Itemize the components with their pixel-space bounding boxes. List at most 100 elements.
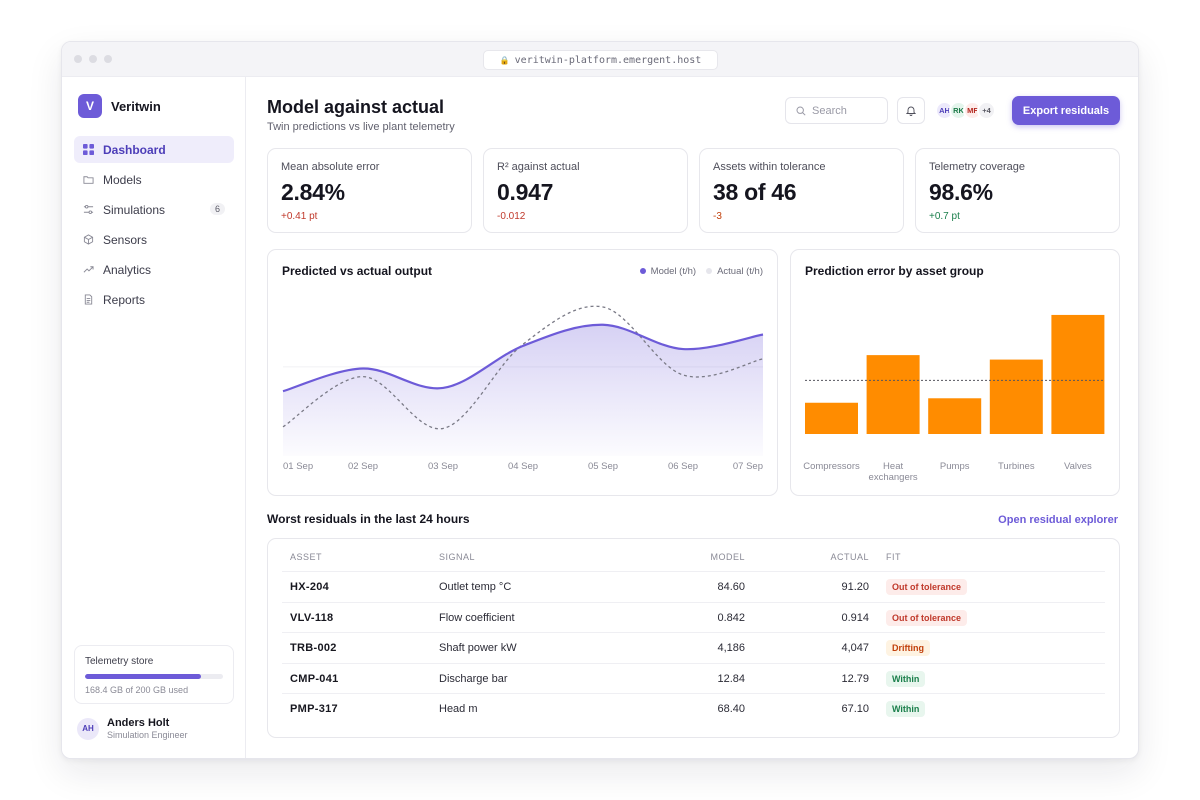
export-residuals-button[interactable]: Export residuals xyxy=(1012,96,1120,125)
user-profile[interactable]: AH Anders Holt Simulation Engineer xyxy=(77,717,188,740)
table-row[interactable]: CMP-041 Discharge bar 12.84 12.79 Within xyxy=(282,662,1105,694)
avatar: AH xyxy=(77,717,99,740)
model-value: 4,186 xyxy=(717,642,745,655)
search-input[interactable]: Search xyxy=(785,97,888,124)
address-bar[interactable]: 🔒 veritwin-platform.emergent.host xyxy=(483,50,718,70)
page-subtitle: Twin predictions vs live plant telemetry xyxy=(267,121,455,133)
notifications-button[interactable] xyxy=(897,97,925,124)
x-tick-label: 01 Sep xyxy=(283,461,313,472)
lock-icon: 🔒 xyxy=(499,55,510,65)
sidebar-item-sensors[interactable]: Sensors xyxy=(74,226,234,253)
bar[interactable] xyxy=(1051,314,1105,434)
column-header-actual[interactable]: ACTUAL xyxy=(830,552,869,562)
fit-status-badge: Out of tolerance xyxy=(886,579,968,595)
column-header-fit[interactable]: FIT xyxy=(886,552,901,562)
bar[interactable] xyxy=(928,398,982,434)
kpi-label: Assets within tolerance xyxy=(713,161,826,173)
residuals-section-title: Worst residuals in the last 24 hours xyxy=(267,512,470,526)
bar[interactable] xyxy=(805,402,858,434)
document-icon xyxy=(84,294,93,305)
x-tick-label: Pumps xyxy=(940,461,970,472)
chart-title: Prediction error by asset group xyxy=(805,264,984,278)
model-area xyxy=(283,324,763,456)
chart-title: Predicted vs actual output xyxy=(282,264,433,278)
kpi-value: 2.84% xyxy=(281,179,345,205)
kpi-value: 0.947 xyxy=(497,179,554,205)
window-close-dot[interactable] xyxy=(74,55,82,63)
collaborator-avatars[interactable]: AH RK MF +4 xyxy=(935,101,996,120)
kpi-delta: +0.41 pt xyxy=(281,211,318,222)
kpi-card-tolerance: Assets within tolerance 38 of 46 -3 xyxy=(699,148,904,233)
bar[interactable] xyxy=(866,355,920,434)
search-placeholder: Search xyxy=(812,104,847,117)
storage-progress-bar xyxy=(85,674,223,679)
column-header-model[interactable]: MODEL xyxy=(710,552,745,562)
x-tick-label: 05 Sep xyxy=(588,461,618,472)
model-value: 0.842 xyxy=(717,611,745,624)
signal-name: Head m xyxy=(439,703,478,716)
sidebar-item-models[interactable]: Models xyxy=(74,166,234,193)
window-minimize-dot[interactable] xyxy=(89,55,97,63)
kpi-label: R² against actual xyxy=(497,161,580,173)
x-tick-label: Compressors xyxy=(803,461,860,472)
simulations-count-badge: 6 xyxy=(209,203,225,215)
model-series-line xyxy=(282,323,764,393)
x-tick-label: Turbines xyxy=(998,461,1035,472)
storage-progress-fill xyxy=(85,674,202,679)
url-text: veritwin-platform.emergent.host xyxy=(514,54,702,66)
column-header-signal[interactable]: SIGNAL xyxy=(439,552,476,562)
sidebar-item-label: Models xyxy=(103,172,142,187)
table-row[interactable]: TRB-002 Shaft power kW 4,186 4,047 Drifting xyxy=(282,632,1105,663)
sidebar-item-label: Dashboard xyxy=(103,142,166,157)
x-tick-label: 03 Sep xyxy=(428,461,458,472)
fit-status-badge: Within xyxy=(886,670,926,687)
sidebar-item-label: Analytics xyxy=(103,262,152,277)
kpi-value: 98.6% xyxy=(929,179,993,205)
x-tick-label: 06 Sep xyxy=(668,461,698,472)
x-tick-label: Heat xyxy=(883,461,903,472)
asset-id: VLV-118 xyxy=(290,611,334,624)
prediction-error-card: Prediction error by asset group Compress… xyxy=(790,249,1120,496)
legend-label: Actual (t/h) xyxy=(717,266,763,277)
chart-legend: Model (t/h) Actual (t/h) xyxy=(639,266,763,277)
sidebar-item-dashboard[interactable]: Dashboard xyxy=(74,136,234,163)
kpi-delta: +0.7 pt xyxy=(929,211,960,222)
fit-status-badge: Out of tolerance xyxy=(886,609,968,626)
legend-item-model[interactable]: Model (t/h) xyxy=(639,266,696,277)
brand[interactable]: V Veritwin xyxy=(78,94,161,118)
telemetry-storage-card: Telemetry store 168.4 GB of 200 GB used xyxy=(74,645,234,704)
page-title: Model against actual xyxy=(267,97,445,117)
actual-value: 0.914 xyxy=(841,611,869,624)
browser-titlebar: 🔒 veritwin-platform.emergent.host xyxy=(62,42,1138,77)
residuals-table: ASSET SIGNAL MODEL ACTUAL FIT HX-204 Outl… xyxy=(267,538,1120,738)
signal-name: Discharge bar xyxy=(439,672,508,685)
kpi-value: 38 of 46 xyxy=(713,179,797,205)
legend-item-actual[interactable]: Actual (t/h) xyxy=(706,266,763,277)
actual-value: 67.10 xyxy=(841,703,869,716)
sidebar-item-analytics[interactable]: Analytics xyxy=(74,256,234,283)
model-value: 68.40 xyxy=(717,703,745,716)
storage-usage-text: 168.4 GB of 200 GB used xyxy=(85,685,189,695)
browser-window: 🔒 veritwin-platform.emergent.host V Veri… xyxy=(61,41,1139,759)
bar[interactable] xyxy=(989,359,1043,434)
table-row[interactable]: VLV-118 Flow coefficient 0.842 0.914 Out of … xyxy=(282,601,1105,633)
column-header-asset[interactable]: ASSET xyxy=(290,552,323,562)
user-name: Anders Holt xyxy=(107,717,170,729)
window-maximize-dot[interactable] xyxy=(104,55,112,63)
brand-name: Veritwin xyxy=(111,98,161,114)
sidebar-item-reports[interactable]: Reports xyxy=(74,286,234,313)
kpi-card-coverage: Telemetry coverage 98.6% +0.7 pt xyxy=(915,148,1120,233)
grid-icon xyxy=(83,144,94,155)
actual-value: 91.20 xyxy=(841,581,869,593)
sidebar-item-simulations[interactable]: Simulations 6 xyxy=(74,196,234,223)
storage-title: Telemetry store xyxy=(85,656,154,667)
actual-value: 4,047 xyxy=(841,642,869,655)
predicted-vs-actual-card: Predicted vs actual output Model (t/h) A… xyxy=(267,249,778,496)
sidebar: V Veritwin Dashboard Models Simulations … xyxy=(62,77,246,758)
line-chart: 01 Sep 02 Sep 03 Sep 04 Sep 05 Sep 06 Sep 07 S… xyxy=(282,305,764,472)
table-row[interactable]: PMP-317 Head m 68.40 67.10 Within xyxy=(282,693,1105,724)
actual-value: 12.79 xyxy=(841,672,869,685)
table-row[interactable]: HX-204 Outlet temp °C 84.60 91.20 Out of tol… xyxy=(282,571,1105,602)
open-residual-explorer-link[interactable]: Open residual explorer xyxy=(998,514,1118,526)
model-value: 84.60 xyxy=(717,581,745,593)
